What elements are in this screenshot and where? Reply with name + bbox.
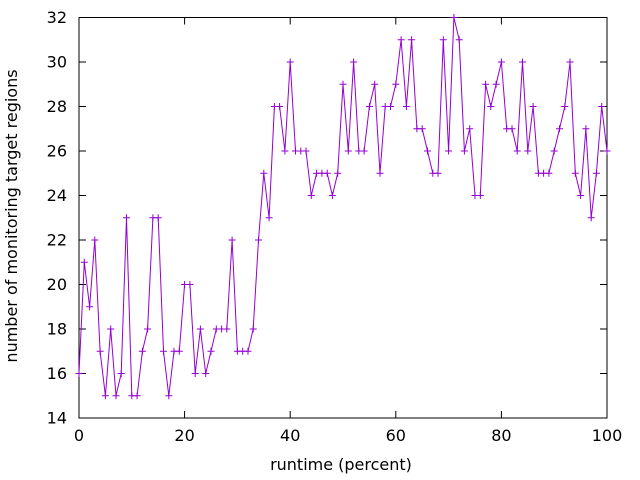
y-tick-label: 32	[47, 8, 67, 27]
x-tick-label: 20	[174, 426, 194, 445]
x-tick-label: 0	[74, 426, 84, 445]
y-tick-label: 30	[47, 53, 67, 72]
x-axis-title: runtime (percent)	[270, 455, 412, 474]
y-tick-label: 24	[47, 186, 67, 205]
y-tick-label: 14	[47, 409, 67, 428]
plot-area: 14 16 18 20 22 24 26 28 30 32 0 20 40 60 80 100	[47, 8, 623, 445]
plot-border	[78, 17, 608, 419]
x-tick-label: 60	[386, 426, 406, 445]
y-tick-label: 26	[47, 142, 67, 161]
y-tick-label: 28	[47, 97, 67, 116]
x-tick-label: 40	[280, 426, 300, 445]
data-point-markers	[75, 14, 611, 400]
y-tick-label: 22	[47, 231, 67, 250]
y-tick-label: 20	[47, 275, 67, 294]
data-line	[78, 17, 608, 397]
y-tick-label: 16	[47, 364, 67, 383]
y-axis-title: number of monitoring target regions	[2, 69, 21, 362]
y-tick-label: 18	[47, 320, 67, 339]
x-tick-label: 80	[491, 426, 511, 445]
x-tick-label: 100	[592, 426, 623, 445]
